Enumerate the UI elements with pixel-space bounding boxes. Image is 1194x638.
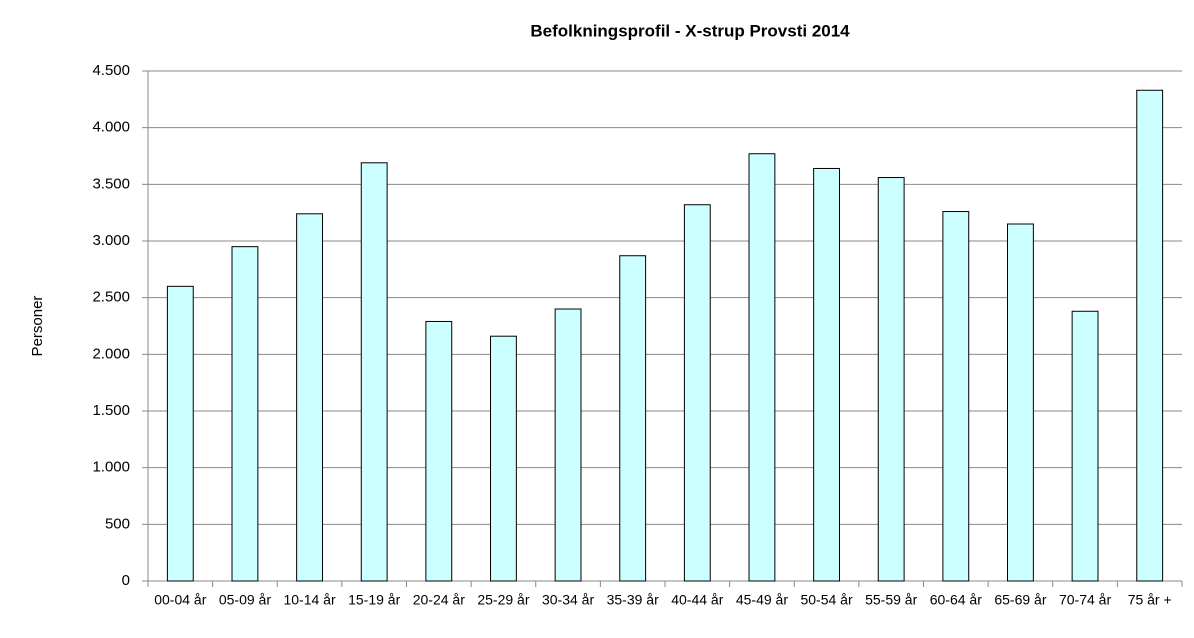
x-tick-label: 50-54 år: [800, 592, 852, 608]
x-tick-label: 25-29 år: [477, 592, 529, 608]
y-tick-label: 1.500: [92, 402, 130, 419]
x-tick-label: 45-49 år: [736, 592, 788, 608]
y-tick-label: 3.500: [92, 175, 130, 192]
bar: [1071, 310, 1099, 582]
bar: [619, 255, 647, 582]
x-tick-label: 20-24 år: [413, 592, 465, 608]
x-tick-label: 40-44 år: [671, 592, 723, 608]
y-axis-label: Personer: [29, 296, 46, 357]
bar: [360, 162, 388, 582]
x-tick-label: 70-74 år: [1059, 592, 1111, 608]
bar: [425, 320, 453, 582]
bar: [554, 308, 582, 582]
bar: [748, 153, 776, 582]
y-tick-label: 4.500: [92, 62, 130, 79]
x-tick-label: 05-09 år: [219, 592, 271, 608]
y-tick-label: 3.000: [92, 232, 130, 249]
bar: [296, 213, 323, 582]
x-tick-label: 60-64 år: [930, 592, 982, 608]
bar: [166, 285, 194, 582]
bar: [683, 204, 711, 582]
bar: [877, 177, 905, 582]
bar: [231, 246, 259, 582]
y-tick-label: 0: [122, 572, 130, 589]
y-tick-label: 1.000: [92, 459, 130, 476]
x-tick-label: 15-19 år: [348, 592, 400, 608]
x-tick-label: 55-59 år: [865, 592, 917, 608]
x-tick-label: 00-04 år: [154, 592, 206, 608]
x-tick-label: 30-34 år: [542, 592, 594, 608]
bar: [813, 167, 840, 582]
chart-title: Befolkningsprofil - X-strup Provsti 2014: [530, 21, 850, 40]
x-tick-label: 10-14 år: [283, 592, 335, 608]
bar: [1136, 89, 1164, 582]
y-tick-label: 2.000: [92, 345, 130, 362]
y-tick-label: 2.500: [92, 289, 130, 306]
bar: [1007, 223, 1034, 582]
y-tick-label: 500: [105, 515, 130, 532]
y-tick-label: 4.000: [92, 119, 130, 136]
bar: [490, 335, 517, 582]
x-tick-label: 75 år +: [1128, 592, 1172, 608]
bar: [942, 211, 970, 582]
x-tick-label: 65-69 år: [994, 592, 1046, 608]
x-tick-label: 35-39 år: [607, 592, 659, 608]
